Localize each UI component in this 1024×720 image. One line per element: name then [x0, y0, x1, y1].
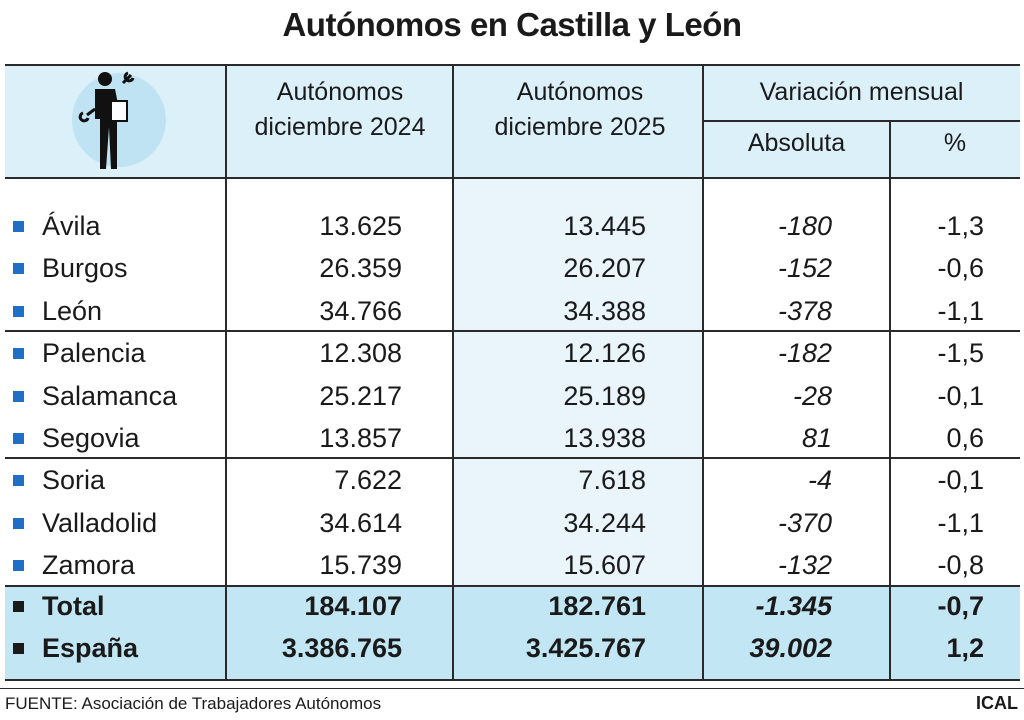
bullet [13, 475, 24, 487]
cell: -4 [807, 465, 832, 496]
cell: 7.622 [334, 465, 402, 496]
bullet [13, 263, 24, 275]
rule [703, 120, 1020, 122]
cell: 34.614 [319, 507, 402, 538]
row-label: Valladolid [42, 507, 158, 538]
cell: 81 [801, 423, 832, 453]
column-header: Autónomos diciembre 2025 [494, 78, 666, 141]
cell: 13.625 [319, 211, 402, 241]
bullet [13, 348, 24, 360]
cell: -0,8 [937, 550, 984, 581]
cell: -370 [777, 507, 832, 538]
cell: -0,7 [937, 591, 984, 621]
cell: 34.244 [563, 507, 646, 538]
footer-rule [0, 688, 1024, 689]
row-label: Zamora [42, 550, 136, 581]
cell: 12.308 [319, 338, 402, 369]
rule [5, 177, 1020, 179]
cell: 182.761 [548, 591, 646, 621]
bullet [13, 390, 24, 402]
bullet [13, 643, 24, 655]
cell: -180 [777, 211, 832, 241]
column-header: Variación mensual [759, 78, 964, 106]
column-header: Absoluta [747, 129, 846, 157]
cell: -378 [777, 295, 832, 326]
cell: 34.388 [563, 295, 646, 326]
cell: 3.386.765 [281, 633, 402, 664]
row-label: España [42, 633, 139, 664]
column-header: Autónomos diciembre 2024 [254, 78, 426, 141]
bullet [13, 221, 24, 232]
row-label: Burgos [42, 253, 128, 284]
row-label: Soria [42, 465, 106, 496]
cell: 0,6 [946, 423, 984, 453]
cell: -0,6 [937, 253, 984, 284]
cell: -152 [777, 253, 832, 284]
bullet [13, 305, 24, 317]
cell: -182 [777, 338, 832, 369]
worker-icon [72, 71, 166, 169]
cell: -0,1 [937, 380, 984, 411]
rule [452, 65, 454, 680]
cell: 184.107 [304, 591, 402, 621]
rule [5, 64, 1020, 66]
row-label: Segovia [42, 423, 140, 453]
row-label: Palencia [42, 338, 146, 369]
rule [5, 457, 1020, 459]
bullet [13, 433, 24, 444]
column-tint [453, 178, 703, 586]
bullet [13, 560, 24, 572]
cell: 1,2 [946, 633, 984, 664]
bullet [13, 517, 24, 529]
cell: -1,1 [937, 295, 984, 326]
cell: -1,5 [937, 338, 984, 369]
title: Autónomos en Castilla y León [282, 6, 742, 43]
cell: -132 [777, 550, 832, 581]
row-label: Salamanca [42, 380, 178, 411]
brand: ICAL [976, 693, 1018, 713]
cell: 25.189 [563, 380, 646, 411]
rule [5, 330, 1020, 332]
row-label: León [42, 295, 103, 326]
cell: 13.857 [319, 423, 402, 453]
cell: 12.126 [563, 338, 646, 369]
row-label: Total [42, 591, 105, 621]
cell: 15.607 [563, 550, 646, 581]
cell: 26.359 [319, 253, 402, 284]
cell: 39.002 [749, 633, 832, 664]
rule [889, 121, 891, 680]
cell: 25.217 [319, 380, 402, 411]
rule [225, 65, 227, 680]
cell: 34.766 [319, 295, 402, 326]
source: FUENTE: Asociación de Trabajadores Autón… [5, 694, 382, 713]
cell: -0,1 [937, 465, 984, 496]
cell: -1,1 [937, 507, 984, 538]
rule [5, 679, 1020, 681]
rule [702, 65, 704, 680]
cell: 26.207 [563, 253, 646, 284]
cell: 7.618 [578, 465, 646, 496]
row-label: Ávila [42, 211, 101, 241]
totals-background [5, 586, 1020, 680]
column-header: % [943, 129, 967, 157]
cell: 3.425.767 [525, 633, 646, 664]
cell: -1.345 [755, 591, 832, 621]
cell: -28 [792, 380, 832, 411]
header-background [5, 65, 1020, 178]
cell: -1,3 [937, 211, 984, 241]
cell: 15.739 [319, 550, 402, 581]
cell: 13.445 [563, 211, 646, 241]
rule [5, 585, 1020, 587]
cell: 13.938 [563, 423, 646, 453]
bullet [13, 601, 24, 612]
